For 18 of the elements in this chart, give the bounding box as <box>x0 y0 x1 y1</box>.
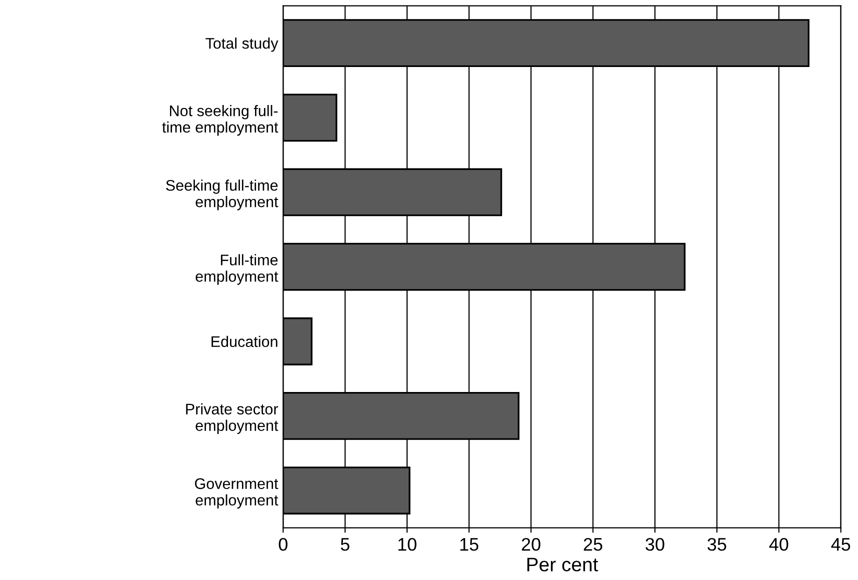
x-tick-label: 30 <box>646 538 664 551</box>
x-tick-label: 35 <box>708 538 726 551</box>
x-axis-title: Per cent <box>527 558 598 572</box>
x-tick-label: 40 <box>769 538 788 551</box>
x-tick-label: 15 <box>460 538 478 551</box>
y-tick-label: Government employment <box>194 478 278 509</box>
y-tick-label: Private sector employment <box>186 403 278 434</box>
y-tick-label: Not seeking full- time employment <box>162 105 278 136</box>
x-tick-label: 25 <box>584 538 602 551</box>
x-tick-label: 20 <box>522 538 540 551</box>
y-tick-label: Education <box>212 336 278 348</box>
x-tick-label: 45 <box>831 538 850 551</box>
x-tick-label: 10 <box>398 538 416 551</box>
y-tick-label: Seeking full-time employment <box>166 180 278 210</box>
y-tick-label: Total study <box>206 38 278 52</box>
x-tick-label: 0 <box>278 538 288 551</box>
y-tick-label: Full-time employment <box>196 254 278 285</box>
x-tick-label: 5 <box>340 538 350 551</box>
